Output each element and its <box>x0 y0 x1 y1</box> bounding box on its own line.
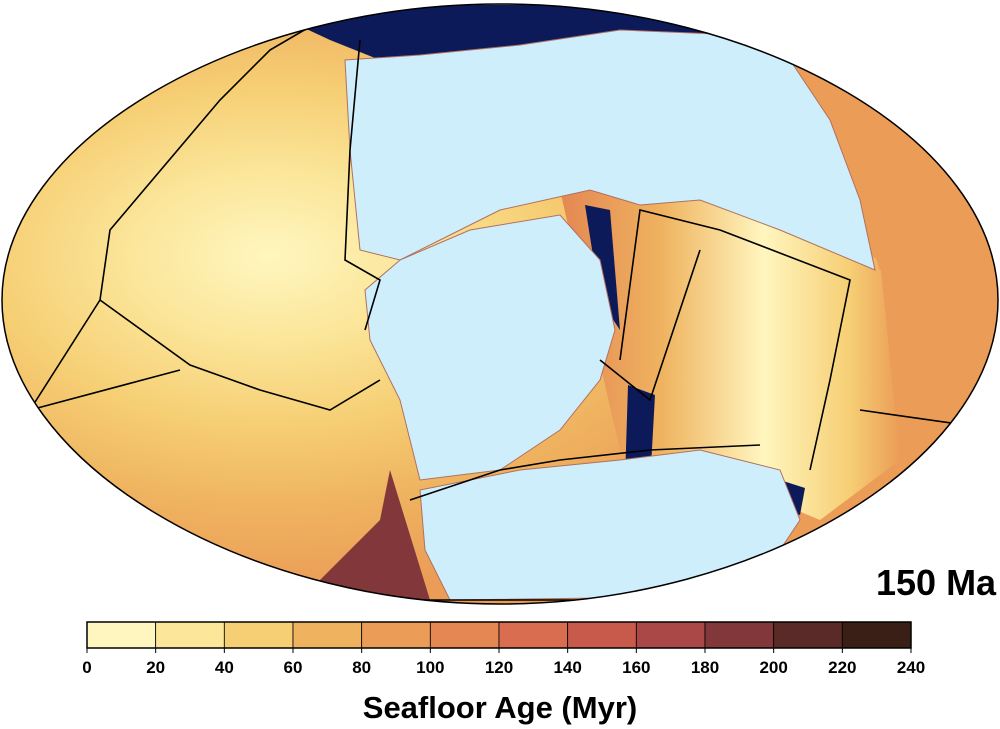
gondwana-west <box>364 214 616 481</box>
colorbar-bin <box>773 621 843 649</box>
arctic-deep <box>255 5 740 80</box>
colorbar-tick-label: 120 <box>485 658 513 677</box>
colorbar-tick-label: 100 <box>416 658 444 677</box>
ridge-southwest <box>99 299 381 411</box>
colorbar-tick-label: 60 <box>284 658 303 677</box>
colorbar-title: Seafloor Age (Myr) <box>362 690 638 725</box>
colorbar-tick-label: 40 <box>215 658 234 677</box>
colorbar-tick-label: 140 <box>553 658 581 677</box>
sw-old-crust <box>300 470 430 600</box>
colorbar-tick-label: 220 <box>828 658 856 677</box>
colorbar-tick-label: 240 <box>897 658 925 677</box>
colorbar-bin <box>429 621 500 649</box>
tethys-boundaries <box>619 209 851 471</box>
colorbar-bin <box>361 621 431 649</box>
colorbar-bin <box>704 621 775 649</box>
globe-outline <box>1 3 999 605</box>
colorbar-tick-label: 200 <box>759 658 787 677</box>
trench-central <box>585 205 620 330</box>
southern-boundary <box>409 444 761 501</box>
gondwana-south <box>419 449 801 601</box>
colorbar-bin <box>86 621 157 649</box>
colorbar-tick-label: 80 <box>352 658 371 677</box>
ridge-west <box>29 14 331 411</box>
colorbar-bin <box>292 621 363 649</box>
ridge-far-west <box>29 369 181 411</box>
colorbar-tick-label: 180 <box>691 658 719 677</box>
tethys-ridge <box>599 249 701 402</box>
colorbar-bin <box>635 621 706 649</box>
colorbar-bin <box>155 621 225 649</box>
colorbar-bin <box>498 621 569 649</box>
colorbar-tick-label: 0 <box>82 658 91 677</box>
colorbar-bin <box>567 621 637 649</box>
subduction-west <box>344 39 381 331</box>
colorbar-tick-label: 20 <box>146 658 165 677</box>
colorbar-bin <box>841 621 912 649</box>
colorbar-bin <box>223 621 294 649</box>
age-label: 150 Ma <box>876 562 997 603</box>
colorbar-tick-label: 160 <box>622 658 650 677</box>
